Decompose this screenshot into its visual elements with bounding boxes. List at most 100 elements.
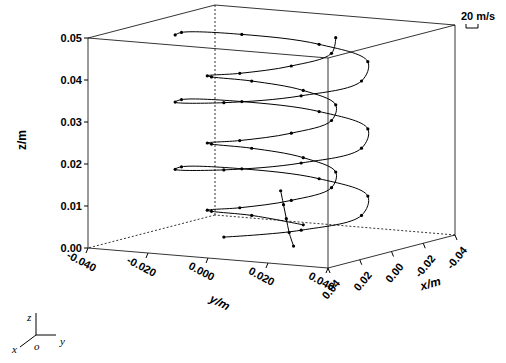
point [302, 223, 305, 226]
tick [326, 268, 328, 273]
point [238, 72, 241, 75]
axis-title: y/m [207, 291, 233, 314]
tick [84, 122, 88, 123]
streamline [175, 32, 369, 237]
axis-title: x/m [418, 274, 443, 293]
tick-label: 0.00 [383, 261, 406, 285]
tick [328, 268, 330, 273]
point [250, 79, 253, 82]
point [206, 141, 209, 144]
y-axis: -0.040-0.0200.0000.0200.040y/m [65, 248, 337, 314]
point [290, 132, 293, 135]
point [240, 33, 243, 36]
tick-label: 0.020 [247, 264, 277, 288]
axis-line [215, 5, 455, 25]
axis-line [88, 248, 328, 268]
axis-line [455, 25, 456, 235]
tick [146, 253, 148, 258]
point [334, 170, 337, 173]
point [292, 244, 295, 247]
point [360, 214, 363, 217]
point [366, 60, 369, 63]
point [334, 36, 337, 39]
axis-line [88, 38, 89, 248]
scale-bar: 20 m/s [461, 10, 495, 28]
point [206, 74, 209, 77]
point [222, 235, 225, 238]
point [238, 206, 241, 209]
axis-triad: zxoy [11, 311, 65, 355]
point [240, 100, 243, 103]
point [210, 75, 213, 78]
point [206, 209, 209, 212]
tick [84, 38, 88, 39]
point [282, 203, 285, 206]
point [318, 43, 321, 46]
tick [455, 235, 457, 240]
tick-label: -0.04 [444, 244, 470, 272]
plot-area [174, 31, 370, 248]
tick [84, 164, 88, 165]
point [318, 110, 321, 113]
tick-label: 0.000 [187, 259, 217, 283]
point [360, 147, 363, 150]
point [180, 165, 183, 168]
tick-label: -0.020 [125, 254, 158, 279]
point [300, 229, 303, 232]
tick [84, 206, 88, 207]
streamline [207, 38, 336, 225]
point [300, 94, 303, 97]
point [240, 167, 243, 170]
tick-label: 0.03 [61, 116, 82, 128]
point [238, 139, 241, 142]
tick [84, 80, 88, 81]
axis-line [328, 235, 455, 268]
point [330, 186, 333, 189]
point [366, 127, 369, 130]
point [250, 214, 253, 217]
point [330, 119, 333, 122]
point [330, 52, 333, 55]
point [250, 147, 253, 150]
point [174, 101, 177, 104]
tick-label: -0.040 [65, 249, 98, 274]
tick [206, 258, 208, 263]
streamline [281, 191, 294, 246]
triad-label: z [26, 311, 32, 323]
point [300, 161, 303, 164]
annotation: 20 m/s [461, 10, 495, 22]
point [180, 31, 183, 34]
point [174, 33, 177, 36]
point [210, 143, 213, 146]
tick [392, 252, 394, 257]
triad-label: y [59, 335, 65, 347]
point [210, 210, 213, 213]
point [285, 217, 288, 220]
axis-line [328, 25, 455, 58]
tick [86, 248, 88, 253]
point [279, 189, 282, 192]
tick-label: 0.05 [61, 32, 82, 44]
tick-label: 0.04 [319, 277, 343, 302]
triad-arm [36, 313, 37, 335]
triad-arm [36, 335, 56, 336]
box-frame [88, 5, 455, 268]
tick-label: 0.01 [61, 200, 82, 212]
tick [266, 263, 268, 268]
axis-line [88, 38, 328, 58]
tick-label: 0.02 [351, 269, 374, 293]
tick-label: 0.02 [61, 158, 82, 170]
point [222, 101, 225, 104]
triad-label: o [34, 340, 40, 352]
point [222, 168, 225, 171]
x-axis: -0.04-0.020.000.020.04x/m [319, 235, 470, 301]
point [360, 79, 363, 82]
point [180, 98, 183, 101]
point [318, 177, 321, 180]
tick-label: 0.04 [61, 74, 83, 86]
point [334, 103, 337, 106]
chart: 0.000.010.020.030.040.05z/m-0.040-0.0200… [0, 0, 506, 363]
point [290, 199, 293, 202]
z-axis: 0.000.010.020.030.040.05z/m [15, 32, 88, 254]
point [174, 168, 177, 171]
